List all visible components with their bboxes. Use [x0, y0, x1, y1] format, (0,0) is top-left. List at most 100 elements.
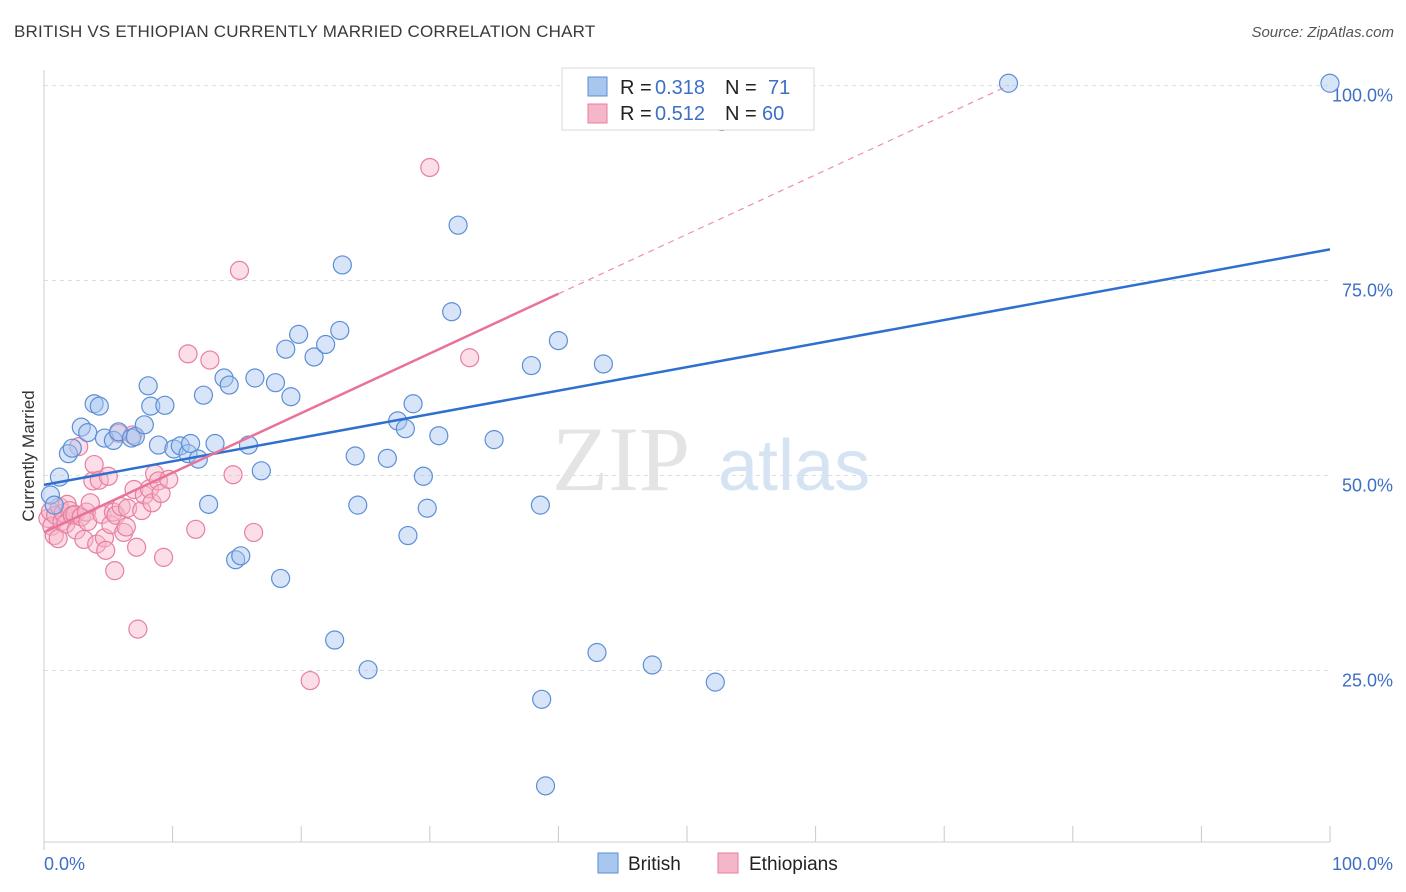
legend-british-r-value: 0.318: [655, 77, 705, 99]
data-point: [304, 347, 324, 367]
data-point: [69, 437, 89, 457]
legend-bottom-british-swatch: [597, 852, 619, 874]
data-point: [200, 350, 220, 370]
data-point: [98, 466, 118, 486]
data-point: [117, 498, 138, 518]
data-point: [96, 540, 116, 560]
data-point: [448, 215, 468, 235]
data-point: [548, 330, 569, 351]
data-point: [105, 561, 125, 581]
y-tick-label: 25.0%: [1342, 670, 1393, 690]
data-point: [178, 344, 198, 364]
data-point: [141, 396, 161, 416]
data-point: [193, 385, 214, 405]
x-tick-label-max: 100.0%: [1332, 854, 1393, 874]
watermark: ZIP atlas: [552, 408, 870, 510]
data-point: [251, 461, 271, 481]
data-point: [78, 423, 98, 443]
y-tick-label: 100.0%: [1332, 86, 1393, 106]
data-point: [998, 73, 1019, 93]
chart-title: BRITISH VS ETHIOPIAN CURRENTLY MARRIED C…: [14, 22, 596, 41]
legend-bottom: British Ethiopians: [597, 852, 838, 875]
data-point: [300, 670, 320, 691]
british-points: [40, 73, 1340, 796]
data-point: [116, 517, 136, 537]
watermark-atlas: atlas: [718, 426, 870, 506]
data-point: [535, 776, 556, 796]
data-point: [276, 339, 296, 359]
data-point: [484, 430, 504, 450]
trendlines: [43, 85, 1331, 534]
british-trendline: [43, 248, 1331, 487]
data-point: [219, 375, 239, 395]
legend-ethiopians-swatch: [587, 103, 608, 124]
watermark-zip: ZIP: [552, 408, 690, 510]
data-point: [128, 619, 148, 639]
data-point: [705, 672, 725, 692]
data-point: [429, 426, 449, 446]
data-point: [159, 469, 179, 489]
data-point: [153, 547, 174, 567]
data-point: [1320, 73, 1340, 93]
data-point: [417, 498, 437, 518]
legend-ethiopians-r-value: 0.512: [655, 103, 705, 125]
legend-british-n-value: 71: [768, 77, 790, 99]
y-axis-label: Currently Married: [19, 390, 38, 521]
y-tick-label: 75.0%: [1342, 281, 1393, 301]
data-point: [395, 419, 415, 439]
data-point: [138, 376, 158, 396]
x-ticks: [43, 826, 1331, 850]
data-point: [532, 689, 552, 709]
gridlines: [44, 85, 1330, 671]
x-tick-label-min: 0.0%: [44, 854, 85, 874]
data-point: [460, 348, 480, 368]
data-point: [265, 373, 286, 393]
data-point: [316, 334, 336, 355]
data-point: [530, 495, 550, 515]
data-point: [330, 320, 350, 341]
data-point: [345, 446, 365, 466]
data-point: [413, 466, 433, 486]
data-point: [332, 255, 352, 275]
data-point: [587, 642, 607, 663]
data-point: [186, 519, 206, 539]
data-point: [289, 324, 309, 344]
data-point: [44, 495, 64, 515]
ethiopians-points: [38, 157, 480, 691]
legend-british-n-label: N =: [725, 77, 757, 99]
y-tick-label: 50.0%: [1342, 475, 1393, 495]
data-point: [348, 495, 368, 515]
data-point: [199, 494, 219, 514]
ethiopians-trendline: [43, 292, 559, 534]
data-point: [271, 568, 291, 589]
data-point: [223, 465, 243, 485]
data-point: [229, 260, 250, 281]
data-point: [593, 354, 614, 374]
legend-ethiopians-n-value: 60: [762, 103, 784, 125]
chart-source: Source: ZipAtlas.com: [1251, 24, 1394, 41]
data-point: [181, 433, 201, 454]
legend-british-swatch: [587, 76, 608, 97]
legend-top: R = 0.318 N = 71 R = 0.512 N = 60: [561, 67, 815, 131]
data-point: [84, 454, 104, 475]
legend-ethiopians-n-label: N =: [725, 103, 757, 125]
data-point: [132, 500, 152, 521]
data-point: [442, 302, 462, 322]
data-point: [148, 435, 169, 455]
data-point: [62, 438, 82, 458]
data-point: [244, 522, 264, 543]
data-point: [420, 157, 440, 178]
legend-bottom-ethiopians-swatch: [717, 852, 739, 874]
data-point: [325, 630, 345, 650]
data-point: [89, 396, 109, 416]
data-point: [245, 368, 265, 388]
data-point: [398, 525, 418, 546]
data-point: [40, 485, 61, 505]
data-point: [358, 660, 378, 680]
data-point: [403, 394, 423, 414]
data-point: [155, 395, 175, 415]
legend-ethiopians-r-label: R =: [620, 103, 652, 125]
ethiopians-trendline-extension: [558, 85, 1009, 295]
legend-bottom-british-label: British: [628, 854, 681, 875]
